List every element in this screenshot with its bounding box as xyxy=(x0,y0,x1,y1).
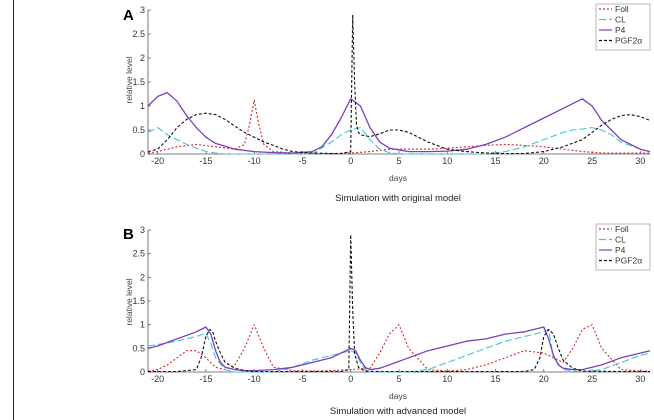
y-tick-label: 2 xyxy=(140,272,145,282)
series-line-3 xyxy=(147,91,651,154)
y-tick-label: 1.5 xyxy=(132,296,145,306)
y-axis-label: relative level xyxy=(124,278,134,325)
x-tick-label: 10 xyxy=(442,374,452,384)
series-line-1 xyxy=(147,99,650,155)
y-tick-label: 2 xyxy=(140,53,145,63)
panel-a: A relative level days Simulation with or… xyxy=(123,3,651,204)
series-line-3 xyxy=(147,326,651,372)
x-tick-label: -5 xyxy=(298,374,306,384)
y-tick-label: 1 xyxy=(140,320,145,330)
panel-label: B xyxy=(123,226,134,243)
y-tick-label: 3 xyxy=(140,225,145,235)
legend-label: CL xyxy=(615,15,626,25)
panel-b: B relative level days Simulation with ad… xyxy=(123,223,651,417)
y-tick-label: 3 xyxy=(140,5,145,15)
x-tick-label: 25 xyxy=(587,374,597,384)
legend-box xyxy=(595,223,651,271)
x-tick-label: -10 xyxy=(248,374,261,384)
chart-title: Simulation with advanced model xyxy=(330,406,466,417)
x-tick-label: 5 xyxy=(396,156,401,166)
y-axis-label: relative level xyxy=(124,56,134,103)
x-axis-label: days xyxy=(389,391,407,401)
x-tick-label: 15 xyxy=(491,156,501,166)
chart-title: Simulation with original model xyxy=(335,193,461,204)
x-tick-label: 5 xyxy=(396,374,401,384)
y-tick-label: 0.5 xyxy=(132,125,145,135)
legend-label: PGF2α xyxy=(615,36,642,46)
plot-area: 0 0.5 1 1.5 2 2.5 3 -20 -15 -10 -5 0 5 10 15 20 25 30 xyxy=(132,5,651,166)
legend-label: P4 xyxy=(615,25,626,35)
x-tick-label: -5 xyxy=(298,156,306,166)
legend-label: CL xyxy=(615,235,626,245)
x-tick-label: 30 xyxy=(635,374,645,384)
left-border-line xyxy=(13,0,14,420)
x-axis-label: days xyxy=(389,173,407,183)
y-tick-label: 1.5 xyxy=(132,77,145,87)
series-line-4 xyxy=(147,14,651,155)
x-tick-label: 15 xyxy=(491,374,501,384)
x-tick-label: 30 xyxy=(635,156,645,166)
x-tick-label: 10 xyxy=(442,156,452,166)
x-tick-label: -15 xyxy=(199,156,212,166)
x-tick-label: 20 xyxy=(539,156,549,166)
plot-area: 0 0.5 1 1.5 2 2.5 3 -20 -15 -10 -5 0 5 10 15 20 25 30 xyxy=(132,225,651,384)
y-tick-label: 0.5 xyxy=(132,343,145,353)
y-tick-label: 0 xyxy=(140,367,145,377)
x-tick-label: 25 xyxy=(587,156,597,166)
x-tick-label: 0 xyxy=(348,374,353,384)
x-tick-label: -20 xyxy=(151,374,164,384)
series-line-1 xyxy=(147,324,650,372)
x-tick-label: -10 xyxy=(248,156,261,166)
x-tick-label: -15 xyxy=(199,374,212,384)
y-tick-label: 1 xyxy=(140,101,145,111)
y-tick-label: 2.5 xyxy=(132,29,145,39)
legend-label: PGF2α xyxy=(615,256,642,266)
y-tick-label: 2.5 xyxy=(132,249,145,259)
x-tick-label: 20 xyxy=(539,374,549,384)
series-line-4 xyxy=(148,234,650,373)
legend-label: Foll xyxy=(615,4,629,14)
x-tick-label: 0 xyxy=(348,156,353,166)
series-line-2 xyxy=(147,127,651,155)
panel-label: A xyxy=(123,7,134,24)
legend-box xyxy=(595,3,651,51)
legend-label: Foll xyxy=(615,224,629,234)
y-tick-label: 0 xyxy=(140,149,145,159)
x-tick-label: -20 xyxy=(151,156,164,166)
legend-label: P4 xyxy=(615,245,626,255)
